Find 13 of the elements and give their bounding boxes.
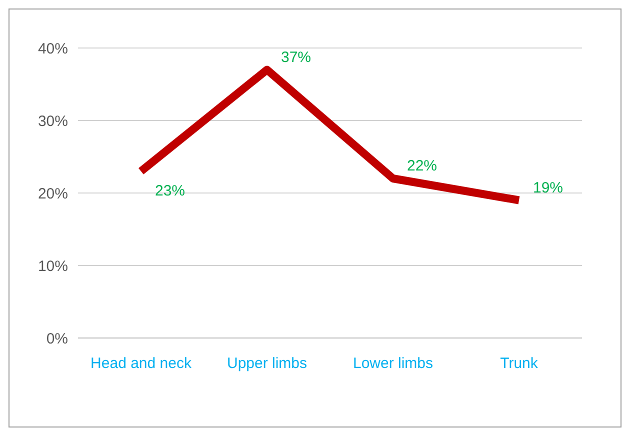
text: 37%	[281, 48, 312, 66]
x-tick-label: Head and neck	[90, 355, 192, 372]
y-tick-label: 20%	[38, 185, 68, 202]
x-tick-label: Trunk	[500, 355, 538, 372]
y-tick-label: 40%	[38, 40, 68, 58]
text: 22%	[407, 158, 438, 174]
text: 23%	[155, 182, 186, 200]
y-tick-label: 0%	[46, 330, 68, 348]
x-tick-label: Upper limbs	[226, 355, 308, 372]
x-tick-label: Lower limbs	[352, 355, 434, 372]
y-tick-label: 10%	[38, 258, 68, 275]
text: 19%	[533, 179, 564, 196]
y-tick-label: 30%	[38, 112, 68, 130]
